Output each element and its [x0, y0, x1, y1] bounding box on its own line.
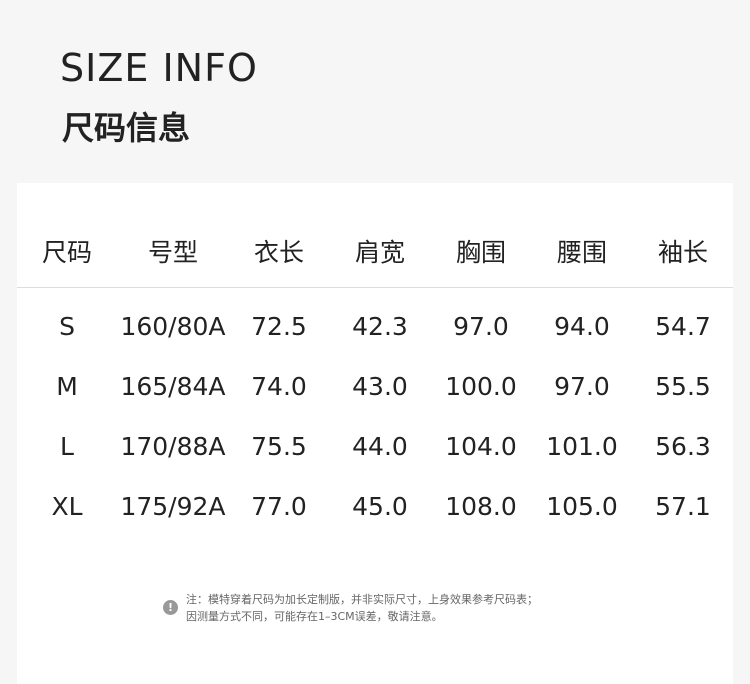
column-header: 号型: [147, 238, 198, 267]
table-cell: L: [60, 432, 74, 461]
note-line-1: 注：模特穿着尺码为加长定制版，并非实际尺寸，上身效果参考尺码表；: [186, 593, 538, 606]
table-cell: 105.0: [546, 492, 618, 521]
table-cell: 56.3: [655, 432, 711, 461]
column-header: 腰围: [556, 238, 607, 267]
table-cell: 44.0: [352, 432, 408, 461]
table-cell: 97.0: [554, 372, 610, 401]
divider: [17, 287, 733, 288]
table-cell: 54.7: [655, 312, 711, 341]
table-cell: 75.5: [251, 432, 307, 461]
table-cell: 108.0: [445, 492, 517, 521]
table-cell: 175/92A: [120, 492, 226, 521]
table-cell: 43.0: [352, 372, 408, 401]
table-cell: 160/80A: [120, 312, 226, 341]
exclamation-icon: !: [163, 600, 178, 615]
table-header: 尺码 号型 衣长 肩宽 胸围 腰围 袖长: [17, 233, 733, 273]
table-cell: 165/84A: [120, 372, 226, 401]
column-header: 衣长: [253, 238, 304, 267]
table-cell: 94.0: [554, 312, 610, 341]
size-table-card: 尺码 号型 衣长 肩宽 胸围 腰围 袖长 S 160/80A 72.5 42.3 97.0 94.0 5…: [17, 183, 733, 684]
table-cell: 97.0: [453, 312, 509, 341]
table-cell: 104.0: [445, 432, 517, 461]
column-header: 胸围: [455, 238, 506, 267]
table-cell: 100.0: [445, 372, 517, 401]
table-cell: S: [59, 312, 75, 341]
table-cell: 45.0: [352, 492, 408, 521]
table-cell: 55.5: [655, 372, 711, 401]
table-cell: 42.3: [352, 312, 408, 341]
title-chinese: 尺码信息: [62, 109, 191, 147]
title-english: SIZE INFO: [60, 46, 258, 90]
table-cell: XL: [51, 492, 83, 521]
table-cell: 72.5: [251, 312, 307, 341]
column-header: 肩宽: [354, 238, 405, 267]
table-cell: M: [56, 372, 78, 401]
table-cell: 170/88A: [120, 432, 226, 461]
table-cell: 57.1: [655, 492, 711, 521]
table-row: S 160/80A 72.5 42.3 97.0 94.0 54.7: [17, 307, 733, 347]
note: 注：模特穿着尺码为加长定制版，并非实际尺寸，上身效果参考尺码表； 因测量方式不同…: [186, 591, 538, 625]
table-cell: 77.0: [251, 492, 307, 521]
column-header: 袖长: [657, 238, 708, 267]
table-cell: 101.0: [546, 432, 618, 461]
table-cell: 74.0: [251, 372, 307, 401]
note-line-2: 因测量方式不同，可能存在1–3CM误差，敬请注意。: [186, 610, 443, 623]
table-row: L 170/88A 75.5 44.0 104.0 101.0 56.3: [17, 427, 733, 467]
table-row: M 165/84A 74.0 43.0 100.0 97.0 55.5: [17, 367, 733, 407]
column-header: 尺码: [41, 238, 92, 267]
table-row: XL 175/92A 77.0 45.0 108.0 105.0 57.1: [17, 487, 733, 527]
